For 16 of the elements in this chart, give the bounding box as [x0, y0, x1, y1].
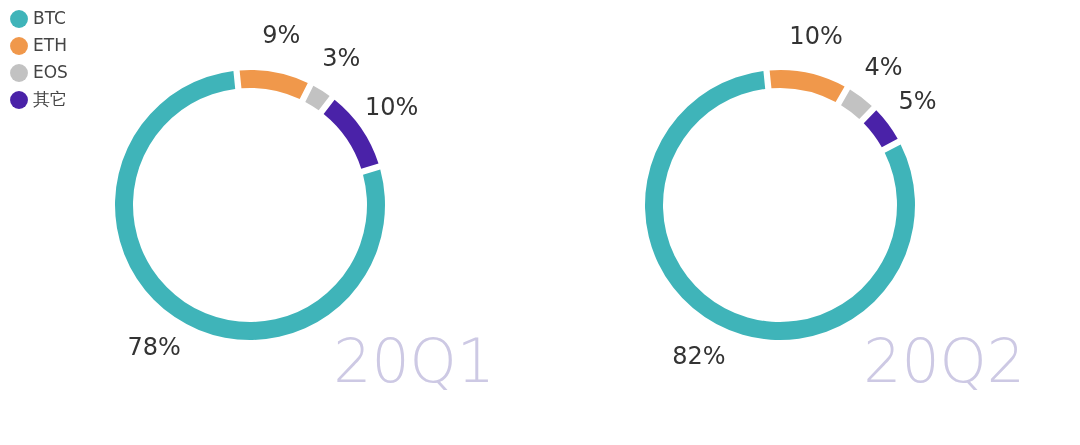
data-label: 3%	[322, 44, 361, 73]
donut-slice	[841, 89, 872, 119]
donut-slice	[863, 110, 898, 148]
data-label: 4%	[864, 52, 903, 81]
legend-label: BTC	[33, 8, 66, 28]
data-label: 82%	[672, 341, 726, 370]
data-label: 78%	[127, 332, 181, 361]
donut-slice	[769, 70, 845, 103]
legend-label: EOS	[33, 62, 68, 82]
data-label: 9%	[262, 20, 301, 49]
data-label: 10%	[789, 21, 843, 50]
data-label: 5%	[898, 86, 937, 115]
donut-slice	[239, 70, 308, 100]
legend-label: ETH	[33, 35, 67, 55]
legend-label: 其它	[33, 89, 67, 109]
data-label: 10%	[365, 92, 419, 121]
